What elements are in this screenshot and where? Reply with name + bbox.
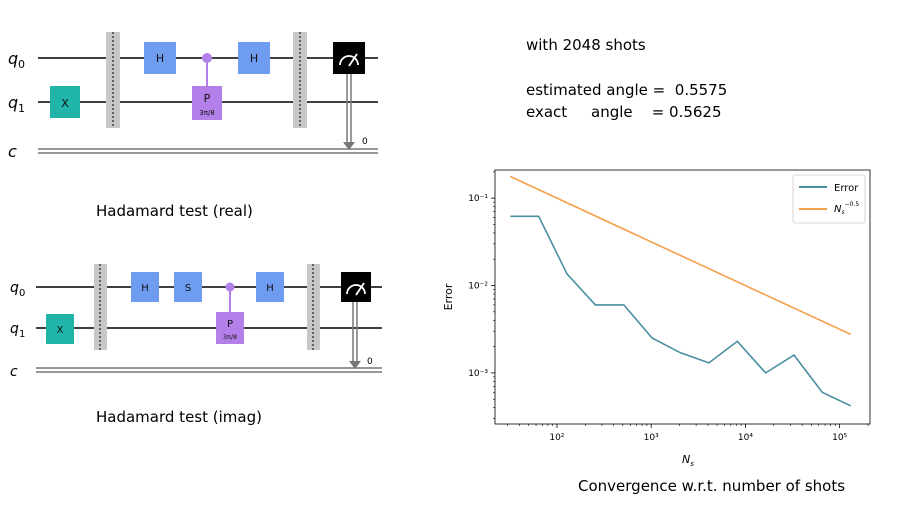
wire-label-q0-sub: 0 [19, 288, 25, 299]
p-gate [192, 86, 222, 120]
x-gate [46, 314, 74, 344]
y-tick-label: 10⁻³ [468, 369, 488, 379]
x-tick-label: 10² [549, 433, 564, 443]
measure-arrow [343, 142, 355, 150]
s-gate-label: S [185, 283, 191, 294]
control-dot [202, 53, 212, 63]
circuit-real: q 0 q 1 c X H P 3π/8 H 0 [8, 32, 378, 161]
measure-gate [341, 272, 371, 302]
measure-gate [333, 42, 365, 74]
caption-imag: Hadamard test (imag) [96, 408, 262, 426]
x-gate [50, 86, 80, 118]
x-gate-label: X [57, 325, 64, 336]
s-gate [174, 272, 202, 302]
error-series-line [510, 215, 852, 407]
wire-label-q: q [10, 321, 19, 337]
wire-label-q: q [10, 280, 19, 296]
x-tick-label: 10⁵ [832, 433, 847, 443]
wire-label-c: c [10, 364, 18, 380]
p-gate-param: 3π/8 [223, 333, 237, 341]
meter-needle [348, 53, 358, 67]
wire-label-q: q [8, 49, 18, 68]
x-tick-label: 10⁴ [738, 433, 753, 443]
classical-bit-label: 0 [367, 357, 373, 367]
h-gate [238, 42, 270, 74]
chart-caption: Convergence w.r.t. number of shots [578, 477, 846, 495]
estimated-angle-text: estimated angle = 0.5575 [526, 81, 728, 99]
legend: Error Ns−0.5 [792, 174, 866, 224]
x-gate-label: X [61, 97, 69, 110]
plot-frame [494, 169, 871, 425]
wire-label-q: q [8, 93, 18, 112]
h-gate-label: H [266, 283, 274, 294]
wire-label-q1-sub: 1 [18, 102, 25, 115]
control-dot [225, 282, 235, 292]
wire-label-c: c [8, 142, 17, 161]
p-gate-label: P [204, 92, 211, 105]
convergence-chart: 10² 10³ 10⁴ 10⁵ 10⁻³ 10⁻² 10⁻¹ Error Ns Error … [442, 169, 871, 468]
h-gate-label: H [250, 52, 258, 65]
measure-arrow [349, 361, 361, 369]
wire-label-q0-sub: 0 [18, 58, 25, 71]
h-gate-label: H [141, 283, 149, 294]
x-axis-label: Ns [682, 453, 694, 468]
h-gate [131, 272, 159, 302]
barrier [307, 264, 320, 350]
barrier [94, 264, 107, 350]
h-gate [144, 42, 176, 74]
h-gate [256, 272, 284, 302]
legend-error-label: Error [834, 183, 859, 194]
y-axis-label: Error [442, 283, 455, 310]
p-gate-param: 3π/8 [199, 109, 214, 117]
y-tick-label: 10⁻¹ [468, 194, 488, 204]
meter-icon [346, 284, 366, 295]
p-gate-label: P [227, 319, 233, 330]
meter-needle [355, 282, 365, 296]
x-tick-label: 10³ [644, 433, 659, 443]
ns-reference-line [509, 175, 852, 336]
shots-text: with 2048 shots [526, 36, 646, 54]
caption-real: Hadamard test (real) [96, 202, 253, 220]
p-gate [216, 312, 244, 344]
circuit-imag: q 0 q 1 c X H S P 3π/8 H 0 [10, 264, 382, 380]
h-gate-label: H [156, 52, 164, 65]
wire-label-q1-sub: 1 [19, 329, 25, 340]
y-tick-label: 10⁻² [468, 282, 488, 292]
classical-bit-label: 0 [362, 137, 368, 147]
exact-angle-text: exact angle = 0.5625 [526, 103, 722, 121]
meter-icon [339, 55, 359, 66]
